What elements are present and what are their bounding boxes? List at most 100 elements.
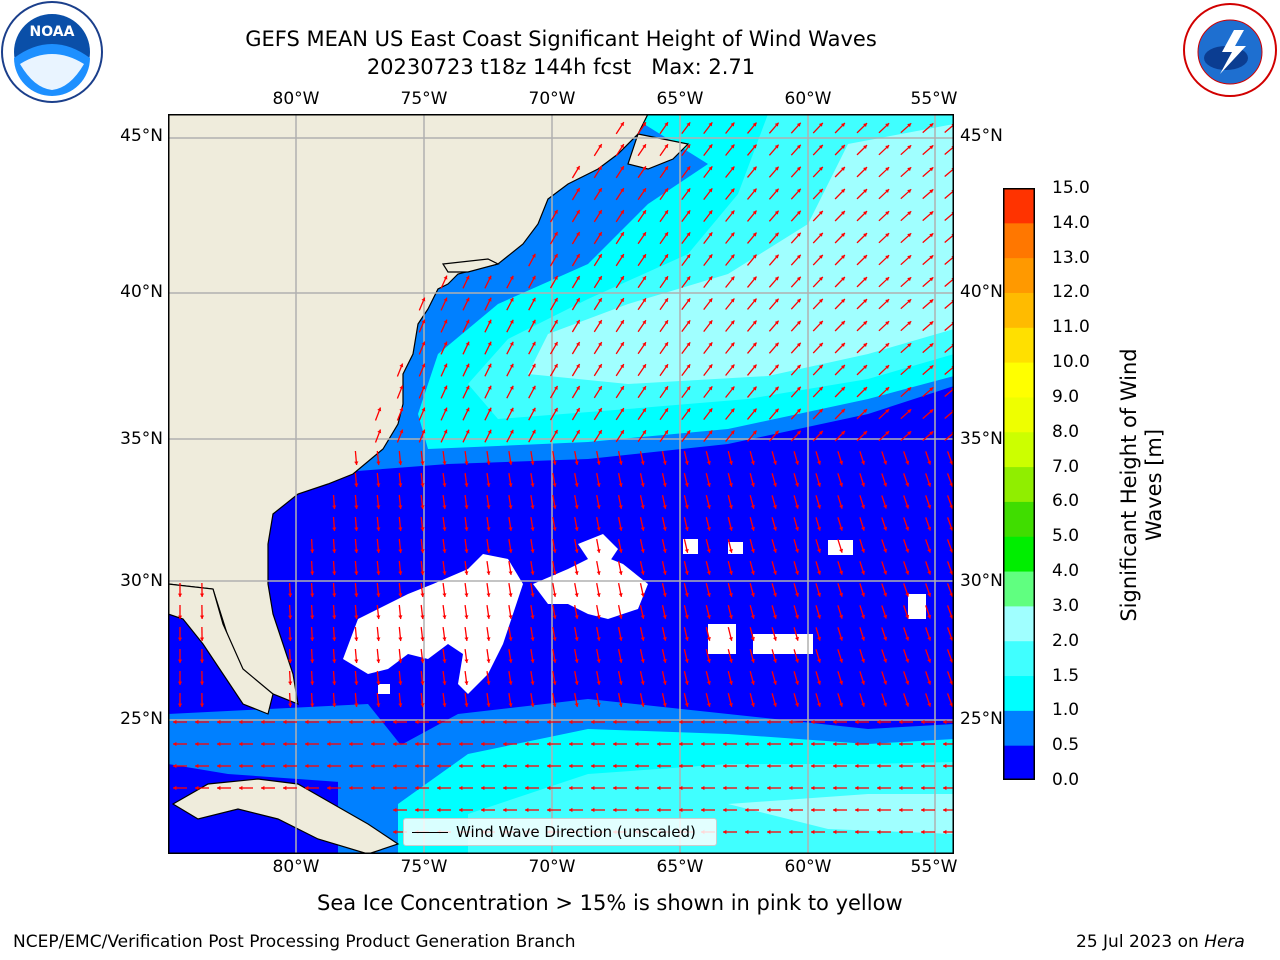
direction-arrow-head (569, 807, 573, 813)
colorbar (1003, 188, 1035, 780)
direction-arrow-head (885, 123, 890, 127)
direction-arrow-head (574, 483, 579, 487)
direction-arrow-head (420, 593, 425, 597)
direction-arrow-head (839, 504, 843, 509)
colorbar-tick-label: 9.0 (1052, 386, 1080, 407)
direction-arrow-head (657, 763, 661, 769)
direction-arrow-head (481, 763, 485, 769)
colorbar-segment (1003, 292, 1035, 328)
direction-arrow-head (811, 829, 815, 835)
direction-arrow-head (200, 615, 205, 619)
direction-arrow-head (178, 703, 183, 707)
direction-arrow-head (905, 570, 910, 575)
direction-arrow-head (883, 702, 888, 707)
direction-arrow-head (752, 232, 757, 237)
direction-arrow-head (398, 593, 403, 597)
direction-arrow-head (907, 123, 912, 128)
lon-label-bottom-80w: 80°W (272, 857, 320, 877)
direction-arrow-head (525, 763, 529, 769)
direction-arrow-head (569, 785, 573, 791)
direction-arrow-head (200, 703, 205, 707)
direction-arrow-head (839, 482, 843, 487)
direction-arrow-head (728, 593, 733, 597)
direction-arrow-head (885, 167, 890, 171)
direction-arrow-head (421, 319, 426, 324)
direction-arrow-head (684, 549, 689, 553)
direction-arrow-head (818, 386, 823, 391)
direction-arrow-head (398, 483, 403, 487)
direction-arrow-head (686, 144, 691, 149)
direction-arrow-head (949, 504, 954, 509)
direction-arrow-head (530, 659, 535, 663)
direction-arrow-head (531, 253, 536, 258)
direction-arrow-head (774, 144, 779, 149)
direction-arrow-head (376, 527, 381, 531)
direction-arrow-head (929, 189, 934, 194)
direction-arrow-head (796, 386, 801, 391)
direction-arrow-head (657, 719, 661, 725)
direction-arrow-head (620, 408, 624, 413)
direction-arrow-head (684, 593, 689, 597)
direction-arrow-head (706, 571, 711, 575)
direction-arrow-head (796, 122, 801, 127)
direction-arrow-head (508, 593, 513, 597)
direction-arrow-head (398, 659, 403, 663)
direction-arrow-head (574, 527, 579, 531)
direction-arrow-head (679, 785, 683, 791)
direction-arrow-head (459, 807, 463, 813)
chart-title: GEFS MEAN US East Coast Significant Heig… (245, 27, 877, 51)
direction-arrow-head (635, 719, 639, 725)
chart-subtitle: 20230723 t18z 144h fcst Max: 2.71 (366, 55, 756, 79)
direction-arrow-head (708, 188, 713, 193)
direction-arrow-head (464, 549, 469, 553)
colorbar-title-line-1: Significant Height of Wind (1117, 348, 1141, 622)
direction-arrow-head (662, 703, 667, 707)
direction-arrow-head (596, 549, 601, 553)
direction-arrow-head (885, 277, 890, 281)
direction-arrow-head (899, 763, 903, 769)
direction-arrow-head (486, 571, 491, 575)
direction-arrow-head (949, 570, 954, 575)
direction-arrow-head (574, 637, 579, 641)
direction-arrow-head (929, 343, 934, 348)
direction-arrow-head (795, 526, 799, 531)
direction-arrow-head (774, 276, 779, 281)
direction-arrow-head (530, 681, 535, 685)
direction-arrow-head (598, 386, 602, 391)
direction-arrow-head (927, 680, 932, 685)
direction-arrow-head (598, 320, 602, 325)
direction-arrow-head (905, 614, 910, 619)
direction-arrow-head (929, 321, 934, 326)
direction-arrow-head (662, 615, 667, 619)
direction-arrow-head (927, 504, 932, 509)
direction-arrow-head (459, 741, 463, 747)
direction-arrow-head (774, 430, 779, 435)
direction-arrow-head (613, 741, 617, 747)
direction-arrow-head (929, 167, 934, 172)
direction-arrow-head (818, 276, 823, 281)
direction-arrow-head (750, 702, 755, 707)
direction-arrow-head (817, 548, 821, 553)
direction-arrow-head (437, 741, 441, 747)
direction-arrow-head (508, 637, 513, 641)
direction-arrow-head (863, 189, 867, 193)
direction-arrow-head (620, 166, 624, 171)
direction-arrow-head (239, 785, 243, 791)
direction-arrow-head (200, 681, 205, 685)
direction-arrow-head (817, 680, 821, 685)
direction-arrow-head (618, 659, 623, 663)
direction-arrow-head (442, 615, 447, 619)
direction-arrow-head (620, 320, 624, 325)
direction-arrow-head (841, 365, 845, 369)
direction-arrow-head (927, 636, 932, 641)
direction-arrow-head (767, 829, 771, 835)
direction-arrow-head (421, 363, 426, 368)
direction-arrow-head (327, 719, 331, 725)
lon-label-top-65w: 65°W (656, 89, 704, 109)
direction-arrow-head (708, 342, 713, 347)
direction-arrow-head (701, 719, 705, 725)
direction-arrow-head (883, 504, 888, 509)
direction-arrow-head (508, 571, 513, 575)
direction-arrow-head (664, 166, 668, 171)
direction-arrow-head (310, 703, 315, 707)
